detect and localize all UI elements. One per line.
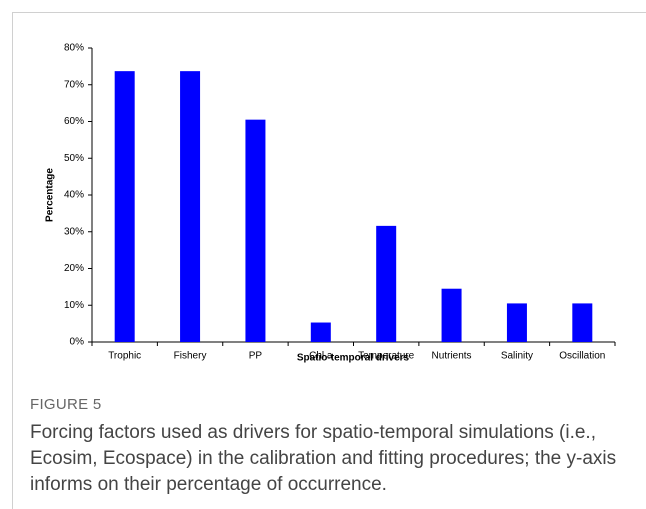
bar [506,303,527,342]
x-tick-label: Trophic [108,351,141,362]
y-tick-label: 70% [64,79,84,90]
bar [310,322,331,342]
figure-label: FIGURE 5 [30,396,102,413]
y-tick-label: 40% [64,190,84,201]
x-tick-label: Nutrients [432,351,472,362]
bar [245,119,266,342]
x-tick-label: Temperature [358,351,415,362]
bar [180,71,201,342]
chart: Percentage Spatio-temporal drivers 0% 10%… [45,43,616,364]
x-axis-title: Spatio-temporal drivers [297,353,410,364]
bar [572,303,593,342]
x-tick-label: Chl a [309,351,333,362]
y-tick-label: 30% [64,226,84,237]
bar [441,288,462,342]
figure-caption: Forcing factors used as drivers for spat… [30,422,617,495]
y-tick-label: 80% [64,43,84,54]
x-tick-label: Salinity [501,351,533,362]
y-tick-label: 0% [70,337,85,348]
y-tick-label: 60% [64,116,84,127]
y-axis-title: Percentage [45,168,56,222]
y-tick-label: 20% [64,263,84,274]
y-tick-label: 50% [64,153,84,164]
figure-frame [12,12,646,509]
y-tick-label: 10% [64,300,84,311]
x-tick-label: PP [249,351,263,362]
bar [376,225,397,342]
x-tick-label: Oscillation [559,351,605,362]
bar [114,71,135,342]
x-tick-label: Fishery [174,351,207,362]
